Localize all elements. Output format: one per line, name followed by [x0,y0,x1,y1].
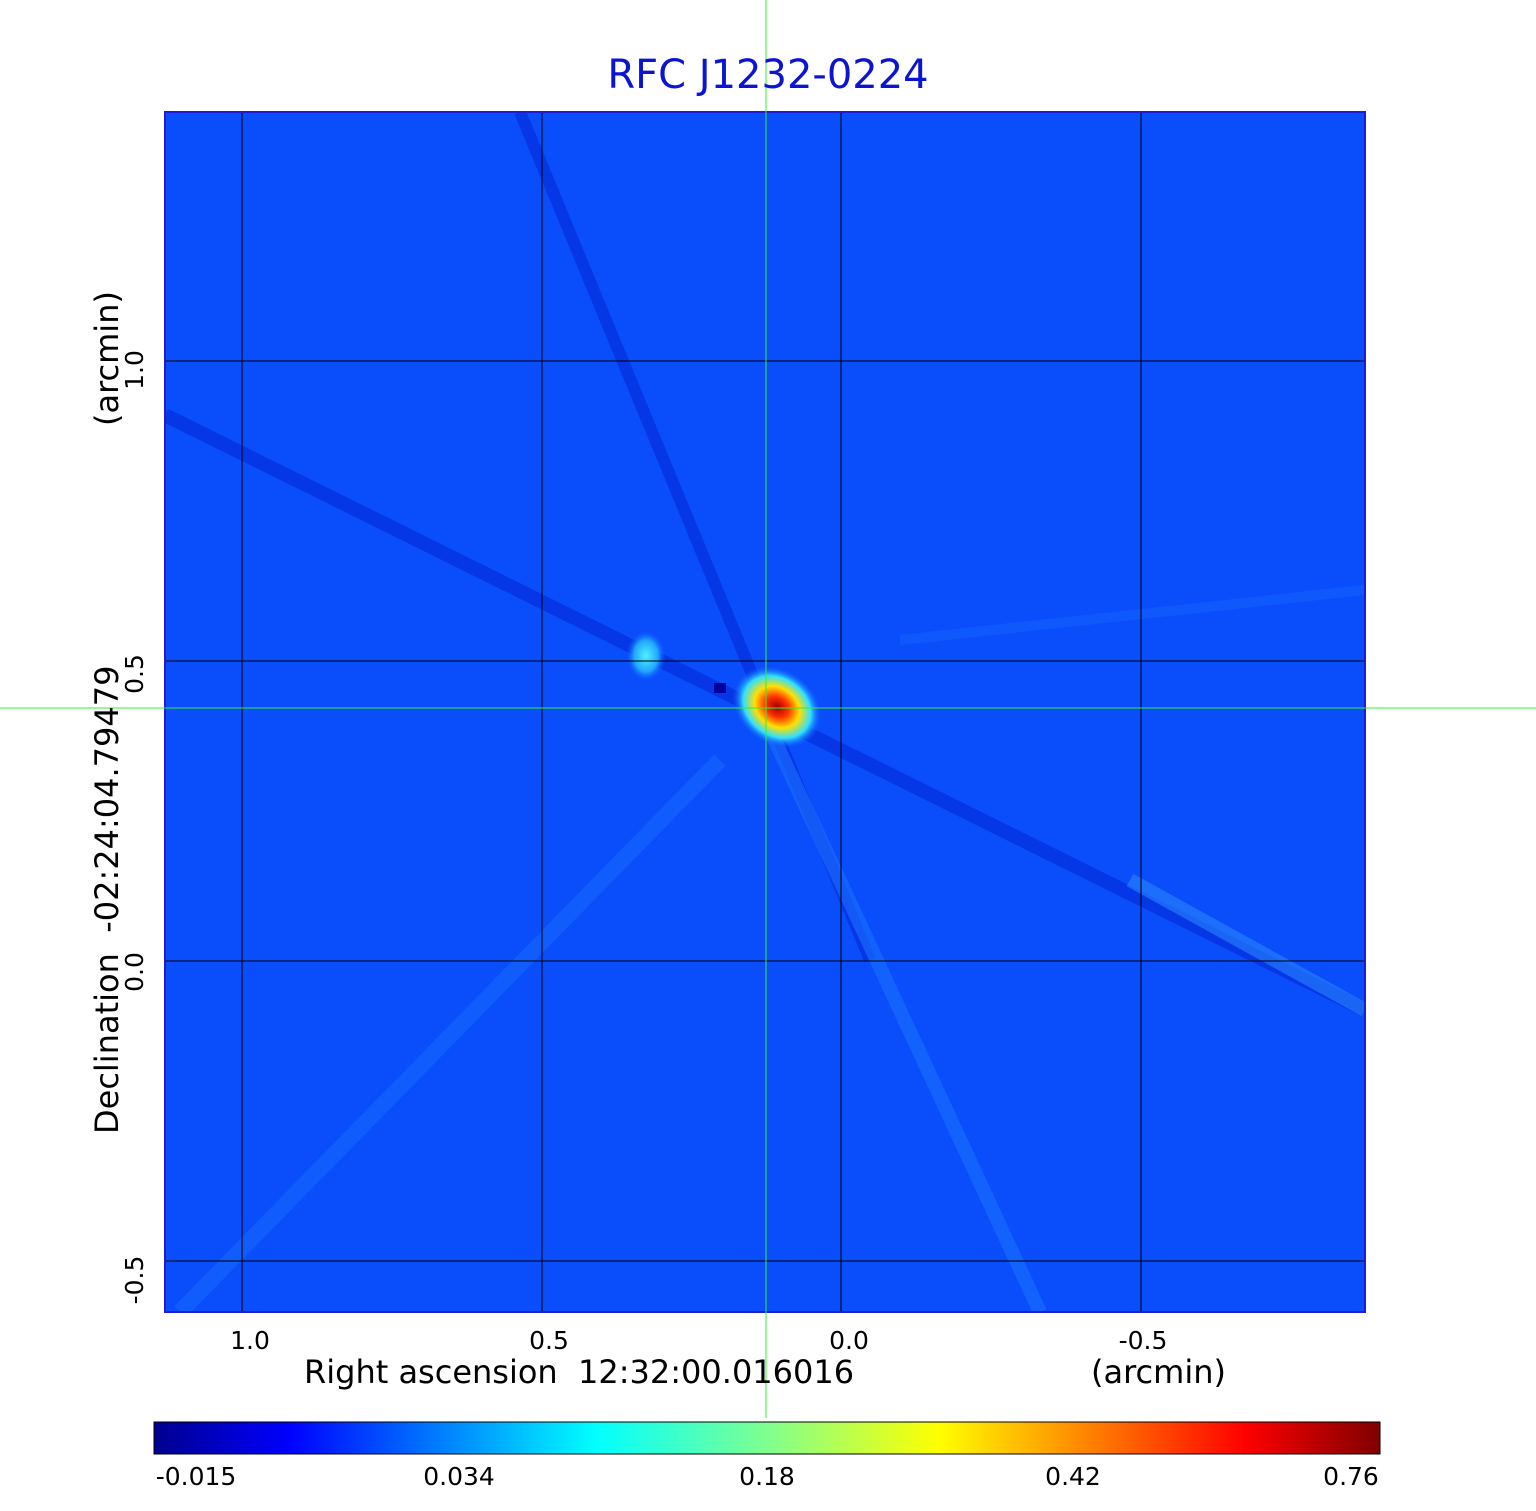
colorbar-tick-label: 0.034 [423,1462,495,1491]
y-axis-unit: (arcmin) [88,291,126,426]
crosshair [0,0,1536,1418]
colorbar-tick-label: 0.18 [739,1462,795,1491]
x-tick-label: -0.5 [1118,1326,1168,1355]
x-tick-label: 0.5 [529,1326,569,1355]
colorbar-gradient [153,1421,1381,1455]
sidelobe-streak [174,754,726,1312]
colorbar-tick-label: -0.015 [155,1462,237,1491]
sidelobe-streak [1126,873,1365,1017]
source-peak [732,665,822,749]
x-tick-label: 0.0 [829,1326,869,1355]
sidelobe-streak [763,727,1047,1312]
grid-lines [165,112,1365,1312]
secondary-knot [626,630,666,682]
dark-pixel [714,683,726,693]
x-tick-label: 1.0 [230,1326,270,1355]
colorbar-tick-label: 0.42 [1045,1462,1101,1491]
colorbar-tick-label: 0.76 [1323,1462,1379,1491]
chart-title: RFC J1232-0224 [607,52,929,98]
sidelobe-streak [899,585,1365,645]
x-axis-unit: (arcmin) [1091,1353,1226,1391]
x-axis-label: Right ascension 12:32:00.016016 [304,1353,855,1391]
y-axis-label: Declination -02:24:04.79479 [88,665,126,1134]
image-structure [165,112,1365,1312]
plot-frame [164,111,1366,1313]
y-tick-label: -0.5 [120,1255,149,1305]
